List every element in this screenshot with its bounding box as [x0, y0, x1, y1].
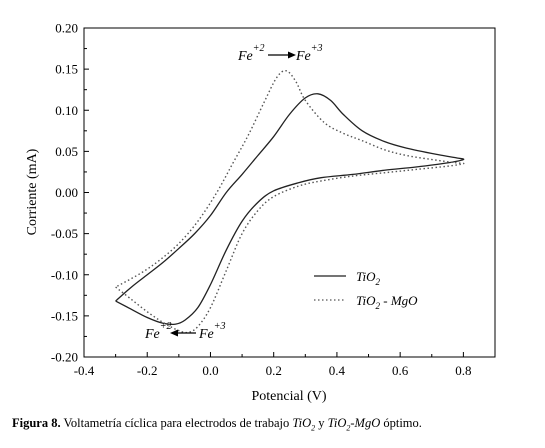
- y-tick-label: -0.20: [51, 350, 78, 365]
- y-tick-label: 0.10: [55, 103, 78, 118]
- svg-text:Fe+3: Fe+3: [295, 43, 323, 64]
- caption-material-1: TiO: [292, 416, 312, 430]
- annotation-reduction-to: Fe: [198, 327, 214, 342]
- annotation-reduction-arrowhead: [170, 329, 178, 337]
- annotation-oxidation-arrowhead: [288, 51, 296, 59]
- x-tick-label: 0.0: [202, 363, 218, 378]
- series-line-tio2: [115, 93, 465, 326]
- cyclic-voltammetry-chart: -0.4 -0.2 0.0 0.2 0.4 0.6 0.8 -0.20-0.15-0.10-…: [25, 21, 496, 404]
- svg-text:TiO2: TiO2: [356, 269, 381, 287]
- svg-text:Fe+3: Fe+3: [198, 321, 226, 342]
- annotation-oxidation-from: Fe: [237, 49, 253, 64]
- annotation-oxidation-to-sup: +3: [311, 43, 323, 54]
- x-tick-label: 0.4: [329, 363, 346, 378]
- caption-material-1-sub: 2: [311, 423, 316, 433]
- legend-label-tio2-mgo-sub: 2: [376, 301, 381, 311]
- legend: TiO2 TiO2 - MgO: [314, 269, 418, 311]
- plot-frame: [83, 27, 496, 358]
- caption-material-2-rest: -MgO: [350, 416, 381, 430]
- series-line-tio2-mgo: [115, 69, 465, 334]
- annotation-oxidation-from-sup: +2: [253, 43, 265, 54]
- annotation-oxidation: Fe+2 Fe+3: [237, 43, 323, 64]
- annotation-reduction-from: Fe: [144, 327, 160, 342]
- svg-text:Fe+2: Fe+2: [144, 321, 172, 342]
- x-tick-label: 0.6: [392, 363, 409, 378]
- y-tick-label: 0.15: [55, 62, 78, 77]
- y-tick-label: 0.05: [55, 144, 78, 159]
- x-tick-label: -0.2: [137, 363, 158, 378]
- annotation-reduction-from-sup: +2: [160, 321, 172, 332]
- svg-text:TiO2 - MgO: TiO2 - MgO: [356, 293, 418, 311]
- annotation-reduction-to-sup: +3: [214, 321, 226, 332]
- x-axis-label: Potencial (V): [251, 389, 326, 404]
- y-tick-label: -0.10: [51, 267, 78, 282]
- annotation-oxidation-to: Fe: [295, 49, 311, 64]
- y-tick-label: -0.15: [51, 308, 78, 323]
- x-tick-label: 0.2: [266, 363, 282, 378]
- figure-caption: Figura 8. Voltametría cíclica para elect…: [12, 416, 540, 433]
- annotation-reduction: Fe+2 Fe+3: [144, 321, 226, 342]
- svg-text:Fe+2: Fe+2: [237, 43, 265, 64]
- x-axis-ticks: -0.4 -0.2 0.0 0.2 0.4 0.6 0.8: [74, 352, 496, 378]
- y-axis-label: Corriente (mA): [25, 148, 40, 235]
- x-tick-label: -0.4: [74, 363, 95, 378]
- caption-text-1: Voltametría cíclica para electrodos de t…: [60, 416, 293, 430]
- y-tick-label: 0.00: [55, 185, 78, 200]
- legend-label-tio2-mgo: TiO: [356, 293, 376, 308]
- caption-text-3: óptimo.: [380, 416, 422, 430]
- y-tick-label: 0.20: [55, 21, 78, 36]
- caption-label: Figura 8.: [12, 416, 61, 430]
- legend-label-tio2-sub: 2: [376, 277, 381, 287]
- caption-material-2: TiO: [327, 416, 347, 430]
- caption-text-2: y: [315, 416, 328, 430]
- y-axis-ticks: -0.20 -0.15 -0.10 -0.05 0.00 0.05 0.10 0.15 0.20: [51, 21, 89, 365]
- legend-label-tio2: TiO: [356, 269, 376, 284]
- y-tick-label: -0.05: [51, 226, 78, 241]
- x-tick-label: 0.8: [455, 363, 471, 378]
- legend-label-tio2-mgo-rest: - MgO: [380, 293, 418, 308]
- series-layer: [115, 69, 465, 334]
- caption-material-2-sub: 2: [346, 423, 351, 433]
